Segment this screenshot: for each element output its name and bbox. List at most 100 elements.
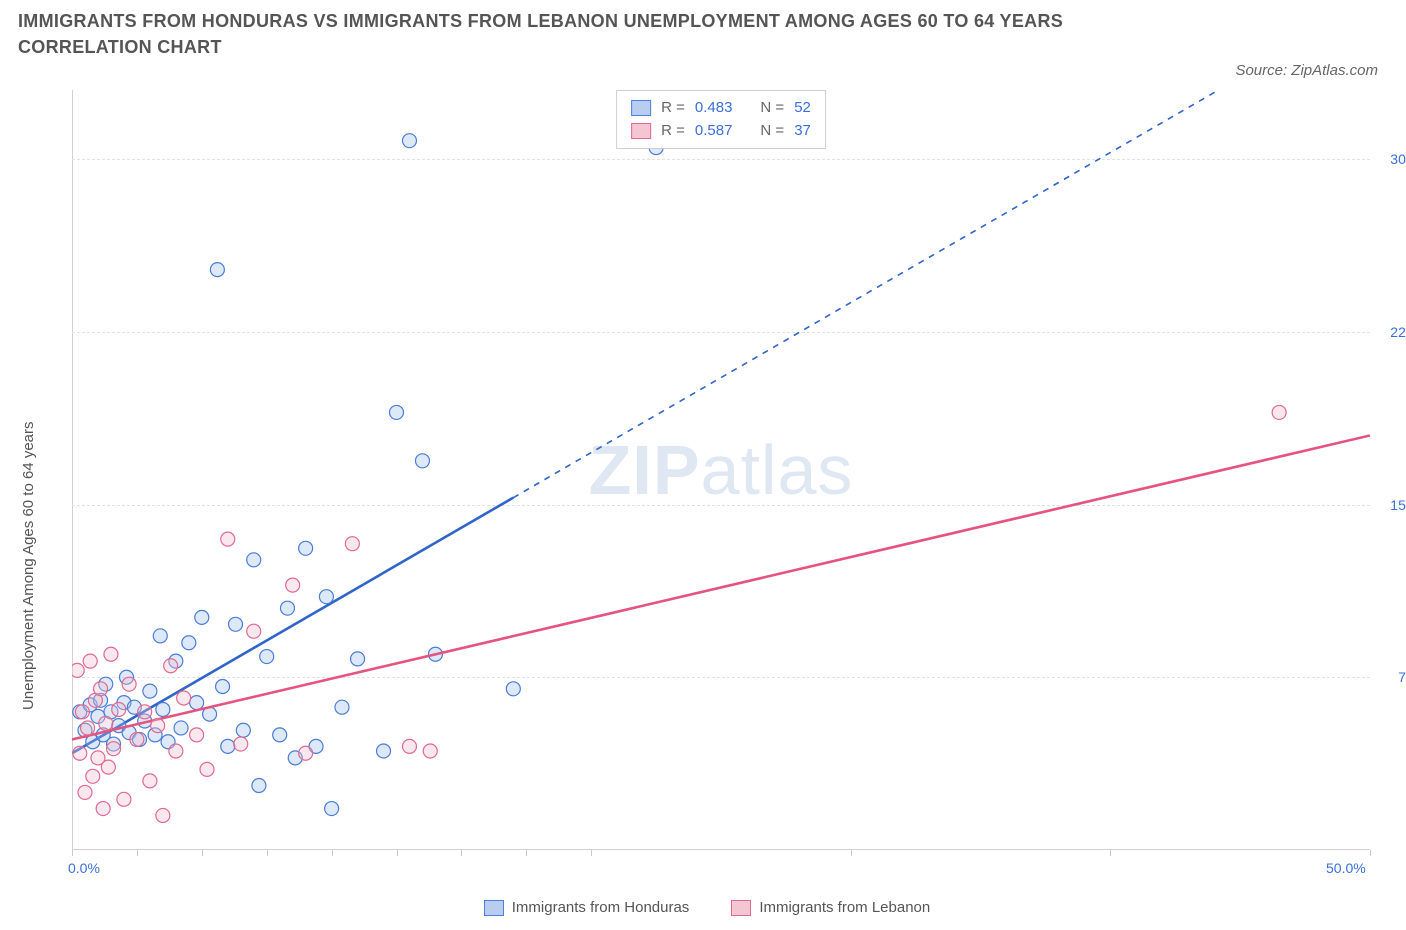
legend-series: Immigrants from Honduras Immigrants from… bbox=[44, 899, 1370, 916]
data-point bbox=[195, 610, 209, 624]
x-tick bbox=[851, 850, 852, 856]
data-point bbox=[247, 624, 261, 638]
legend-swatch bbox=[631, 123, 651, 139]
data-point bbox=[299, 541, 313, 555]
data-point bbox=[143, 774, 157, 788]
data-point bbox=[169, 744, 183, 758]
data-point bbox=[286, 578, 300, 592]
trend-line bbox=[72, 435, 1370, 739]
r-label: R = bbox=[661, 120, 685, 143]
legend-stats-row: R = 0.587 N = 37 bbox=[631, 120, 811, 143]
plot-svg bbox=[72, 90, 1370, 850]
data-point bbox=[506, 682, 520, 696]
data-point bbox=[73, 746, 87, 760]
data-point bbox=[402, 739, 416, 753]
data-point bbox=[104, 647, 118, 661]
data-point bbox=[200, 762, 214, 776]
y-tick-label: 15.0% bbox=[1374, 497, 1406, 513]
data-point bbox=[182, 636, 196, 650]
data-point bbox=[86, 769, 100, 783]
data-point bbox=[210, 263, 224, 277]
data-point bbox=[280, 601, 294, 615]
r-label: R = bbox=[661, 97, 685, 120]
data-point bbox=[94, 682, 108, 696]
x-tick bbox=[461, 850, 462, 856]
legend-swatch bbox=[731, 900, 751, 916]
data-point bbox=[164, 659, 178, 673]
legend-stats-row: R = 0.483 N = 52 bbox=[631, 97, 811, 120]
y-axis-title: Unemployment Among Ages 60 to 64 years bbox=[20, 421, 37, 710]
data-point bbox=[252, 779, 266, 793]
source-label: Source: ZipAtlas.com bbox=[1235, 62, 1378, 79]
data-point bbox=[335, 700, 349, 714]
n-value: 52 bbox=[794, 97, 811, 120]
x-tick-label: 0.0% bbox=[68, 860, 100, 876]
data-point bbox=[99, 716, 113, 730]
y-tick-label: 30.0% bbox=[1374, 151, 1406, 167]
trend-line-extrapolated bbox=[513, 90, 1370, 498]
legend-swatch bbox=[484, 900, 504, 916]
data-point bbox=[229, 617, 243, 631]
data-point bbox=[174, 721, 188, 735]
data-point bbox=[153, 629, 167, 643]
x-tick bbox=[72, 850, 73, 856]
legend-swatch bbox=[631, 100, 651, 116]
n-label: N = bbox=[760, 120, 784, 143]
data-point bbox=[377, 744, 391, 758]
data-point bbox=[96, 802, 110, 816]
data-point bbox=[112, 703, 126, 717]
data-point bbox=[72, 663, 84, 677]
data-point bbox=[190, 728, 204, 742]
y-tick-label: 22.5% bbox=[1374, 324, 1406, 340]
data-point bbox=[190, 696, 204, 710]
x-tick bbox=[1370, 850, 1371, 856]
chart-title: IMMIGRANTS FROM HONDURAS VS IMMIGRANTS F… bbox=[18, 8, 1158, 60]
x-tick bbox=[397, 850, 398, 856]
data-point bbox=[138, 705, 152, 719]
n-value: 37 bbox=[794, 120, 811, 143]
data-point bbox=[260, 650, 274, 664]
data-point bbox=[351, 652, 365, 666]
data-point bbox=[247, 553, 261, 567]
legend-item: Immigrants from Honduras bbox=[484, 899, 690, 916]
r-value: 0.587 bbox=[695, 120, 733, 143]
legend-stats: R = 0.483 N = 52 R = 0.587 N = 37 bbox=[616, 90, 826, 149]
data-point bbox=[415, 454, 429, 468]
data-point bbox=[130, 732, 144, 746]
data-point bbox=[151, 719, 165, 733]
data-point bbox=[402, 134, 416, 148]
n-label: N = bbox=[760, 97, 784, 120]
data-point bbox=[83, 654, 97, 668]
x-tick-label: 50.0% bbox=[1326, 860, 1366, 876]
data-point bbox=[345, 537, 359, 551]
data-point bbox=[234, 737, 248, 751]
data-point bbox=[156, 703, 170, 717]
data-point bbox=[117, 792, 131, 806]
x-tick bbox=[526, 850, 527, 856]
x-tick bbox=[202, 850, 203, 856]
x-tick bbox=[267, 850, 268, 856]
data-point bbox=[273, 728, 287, 742]
plot-region: ZIPatlas R = 0.483 N = 52 R = 0.587 N = … bbox=[72, 90, 1370, 850]
legend-label: Immigrants from Honduras bbox=[512, 899, 690, 916]
data-point bbox=[1272, 405, 1286, 419]
legend-label: Immigrants from Lebanon bbox=[759, 899, 930, 916]
data-point bbox=[236, 723, 250, 737]
r-value: 0.483 bbox=[695, 97, 733, 120]
data-point bbox=[75, 705, 89, 719]
x-tick bbox=[1110, 850, 1111, 856]
x-tick bbox=[332, 850, 333, 856]
data-point bbox=[319, 590, 333, 604]
data-point bbox=[299, 746, 313, 760]
chart-area: ZIPatlas R = 0.483 N = 52 R = 0.587 N = … bbox=[44, 90, 1370, 850]
data-point bbox=[107, 742, 121, 756]
data-point bbox=[423, 744, 437, 758]
data-point bbox=[78, 785, 92, 799]
data-point bbox=[216, 679, 230, 693]
data-point bbox=[177, 691, 191, 705]
data-point bbox=[221, 739, 235, 753]
y-tick-label: 7.5% bbox=[1374, 669, 1406, 685]
data-point bbox=[221, 532, 235, 546]
data-point bbox=[325, 802, 339, 816]
x-tick bbox=[137, 850, 138, 856]
